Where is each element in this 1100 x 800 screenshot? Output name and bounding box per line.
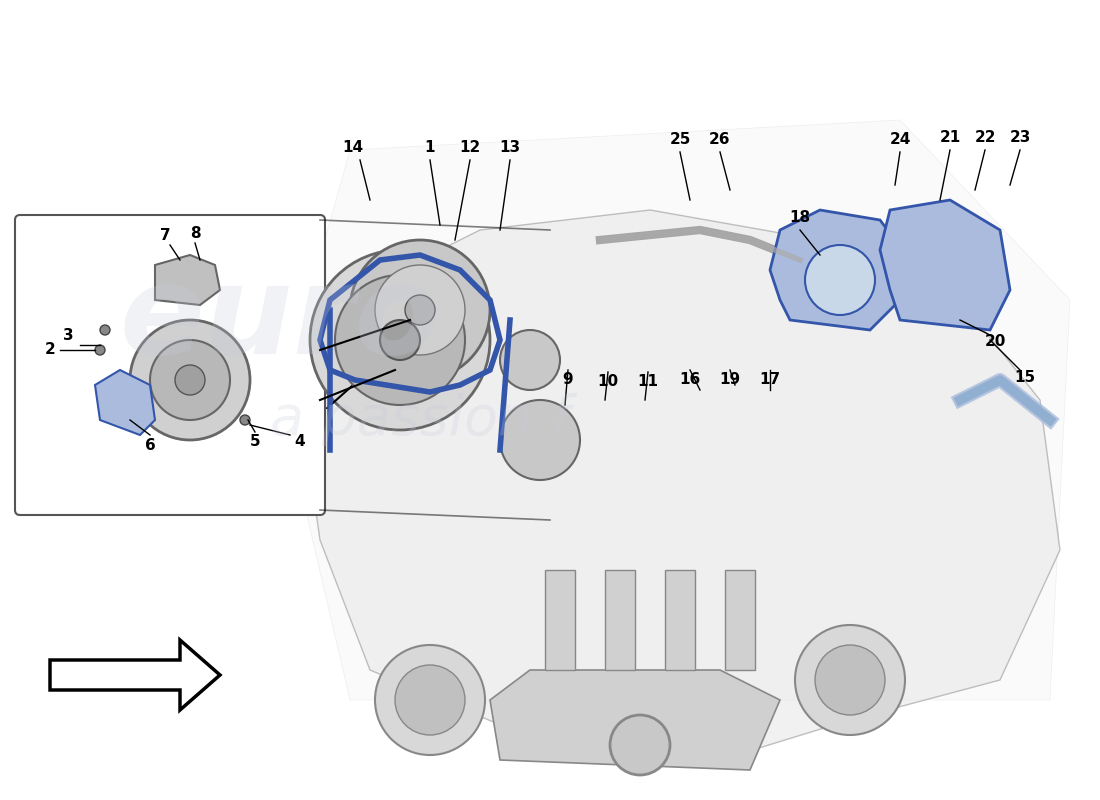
- Text: 12: 12: [460, 141, 481, 155]
- Text: 13: 13: [499, 141, 520, 155]
- Text: 16: 16: [680, 373, 701, 387]
- Circle shape: [610, 715, 670, 775]
- Circle shape: [379, 320, 420, 360]
- Bar: [725, 570, 755, 670]
- Text: 19: 19: [719, 373, 740, 387]
- Text: 2: 2: [45, 342, 55, 358]
- Text: 5: 5: [250, 434, 261, 450]
- Polygon shape: [300, 210, 1060, 760]
- Text: 18: 18: [790, 210, 811, 226]
- Text: 23: 23: [1010, 130, 1031, 146]
- Circle shape: [100, 325, 110, 335]
- Circle shape: [795, 625, 905, 735]
- Polygon shape: [770, 210, 910, 330]
- Text: 6: 6: [144, 438, 155, 453]
- Circle shape: [336, 275, 465, 405]
- Text: a passion f: a passion f: [270, 394, 570, 446]
- Text: 8: 8: [189, 226, 200, 241]
- Text: 11: 11: [638, 374, 659, 390]
- Text: 26: 26: [710, 133, 730, 147]
- Polygon shape: [155, 255, 220, 305]
- Circle shape: [175, 365, 205, 395]
- Polygon shape: [490, 670, 780, 770]
- Polygon shape: [880, 200, 1010, 330]
- Circle shape: [310, 250, 490, 430]
- Polygon shape: [280, 120, 1070, 700]
- Text: 9: 9: [563, 373, 573, 387]
- Text: 3: 3: [63, 327, 74, 342]
- Circle shape: [395, 665, 465, 735]
- Text: 10: 10: [597, 374, 618, 390]
- Circle shape: [350, 240, 490, 380]
- Circle shape: [130, 320, 250, 440]
- Text: 7: 7: [160, 227, 170, 242]
- Text: 1: 1: [425, 141, 436, 155]
- Text: 4: 4: [295, 434, 306, 450]
- Circle shape: [375, 645, 485, 755]
- Circle shape: [375, 265, 465, 355]
- Circle shape: [405, 295, 435, 325]
- Bar: [605, 570, 635, 670]
- Text: 15: 15: [1014, 370, 1035, 386]
- Text: 25: 25: [669, 133, 691, 147]
- Circle shape: [805, 245, 874, 315]
- Circle shape: [150, 340, 230, 420]
- Text: euro: euro: [120, 259, 441, 381]
- Circle shape: [240, 415, 250, 425]
- Circle shape: [500, 400, 580, 480]
- Text: 20: 20: [984, 334, 1005, 350]
- Circle shape: [500, 330, 560, 390]
- Text: 17: 17: [759, 373, 781, 387]
- FancyBboxPatch shape: [15, 215, 324, 515]
- Polygon shape: [50, 640, 220, 710]
- Bar: [666, 570, 695, 670]
- Text: 21: 21: [939, 130, 960, 146]
- Bar: [544, 570, 575, 670]
- Text: 24: 24: [889, 133, 911, 147]
- Polygon shape: [95, 370, 155, 435]
- Text: 22: 22: [975, 130, 996, 146]
- Circle shape: [815, 645, 886, 715]
- Text: 14: 14: [342, 141, 364, 155]
- Circle shape: [95, 345, 104, 355]
